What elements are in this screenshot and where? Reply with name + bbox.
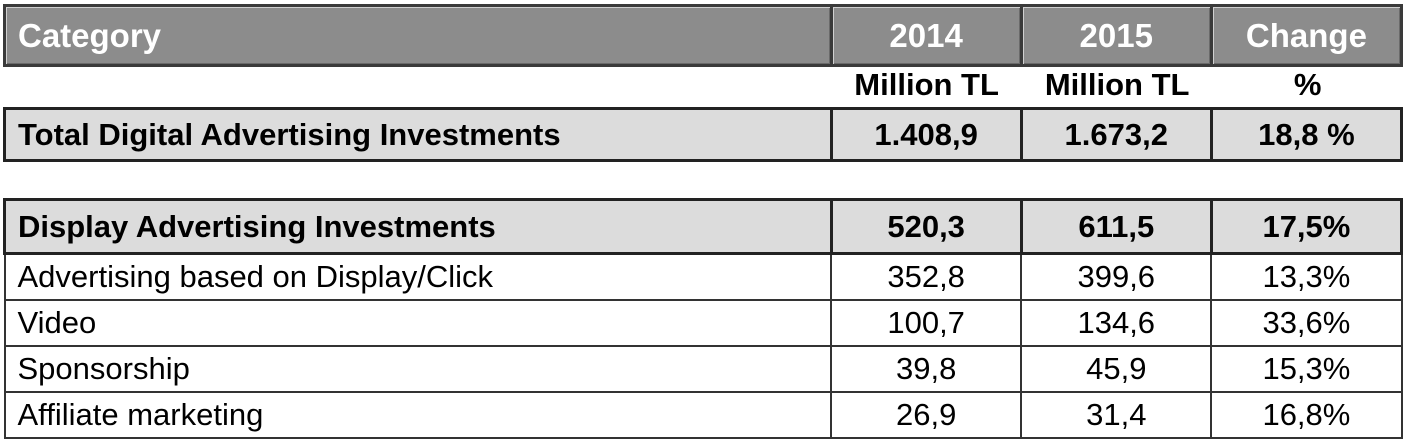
row-2015: 45,9: [1020, 345, 1213, 393]
row-2015: 134,6: [1020, 299, 1213, 347]
row-label: Advertising based on Display/Click: [3, 252, 833, 301]
subtotal-change: 17,5%: [1209, 198, 1404, 255]
row-label: Sponsorship: [3, 345, 833, 393]
display-table: Display Advertising Investments 520,3 61…: [3, 198, 1404, 439]
row-change: 13,3%: [1210, 252, 1403, 301]
table-row: Sponsorship 39,8 45,9 15,3%: [3, 345, 1403, 393]
total-label: Total Digital Advertising Investments: [3, 107, 833, 162]
header-change: Change: [1209, 4, 1404, 67]
total-change: 18,8 %: [1209, 107, 1404, 162]
units-empty: [3, 66, 831, 104]
row-change: 15,3%: [1210, 345, 1403, 393]
header-2015: 2015: [1019, 4, 1213, 67]
row-2015: 399,6: [1020, 252, 1213, 301]
row-2015: 31,4: [1020, 391, 1213, 439]
table-row: Video 100,7 134,6 33,6%: [3, 299, 1403, 347]
unit-2014: Million TL: [854, 67, 999, 102]
header-2014: 2014: [829, 4, 1023, 67]
units-row-table: Million TL Million TL %: [3, 66, 1403, 104]
total-row-table: Total Digital Advertising Investments 1.…: [3, 107, 1404, 162]
subtotal-2015: 611,5: [1019, 198, 1213, 255]
row-2014: 100,7: [830, 299, 1023, 347]
unit-change: %: [1293, 67, 1322, 102]
row-change: 16,8%: [1210, 391, 1403, 439]
units-row: Million TL Million TL %: [3, 66, 1403, 104]
header-row: Category 2014 2015 Change: [3, 4, 1404, 67]
table-header: Category 2014 2015 Change: [3, 4, 1404, 67]
unit-2015: Million TL: [1044, 67, 1190, 102]
table-row: Affiliate marketing 26,9 31,4 16,8%: [3, 391, 1403, 439]
subtotal-label: Display Advertising Investments: [3, 198, 833, 255]
row-label: Video: [3, 299, 833, 347]
table-row: Advertising based on Display/Click 352,8…: [3, 252, 1403, 301]
row-label: Affiliate marketing: [3, 391, 833, 439]
header-category: Category: [3, 4, 833, 67]
row-2014: 26,9: [830, 391, 1023, 439]
subtotal-2014: 520,3: [829, 198, 1023, 255]
subtotal-row: Display Advertising Investments 520,3 61…: [3, 198, 1404, 255]
row-change: 33,6%: [1210, 299, 1403, 347]
total-row: Total Digital Advertising Investments 1.…: [3, 107, 1404, 162]
total-2015: 1.673,2: [1019, 107, 1213, 162]
total-2014: 1.408,9: [829, 107, 1023, 162]
row-2014: 39,8: [830, 345, 1023, 393]
row-2014: 352,8: [830, 252, 1023, 301]
